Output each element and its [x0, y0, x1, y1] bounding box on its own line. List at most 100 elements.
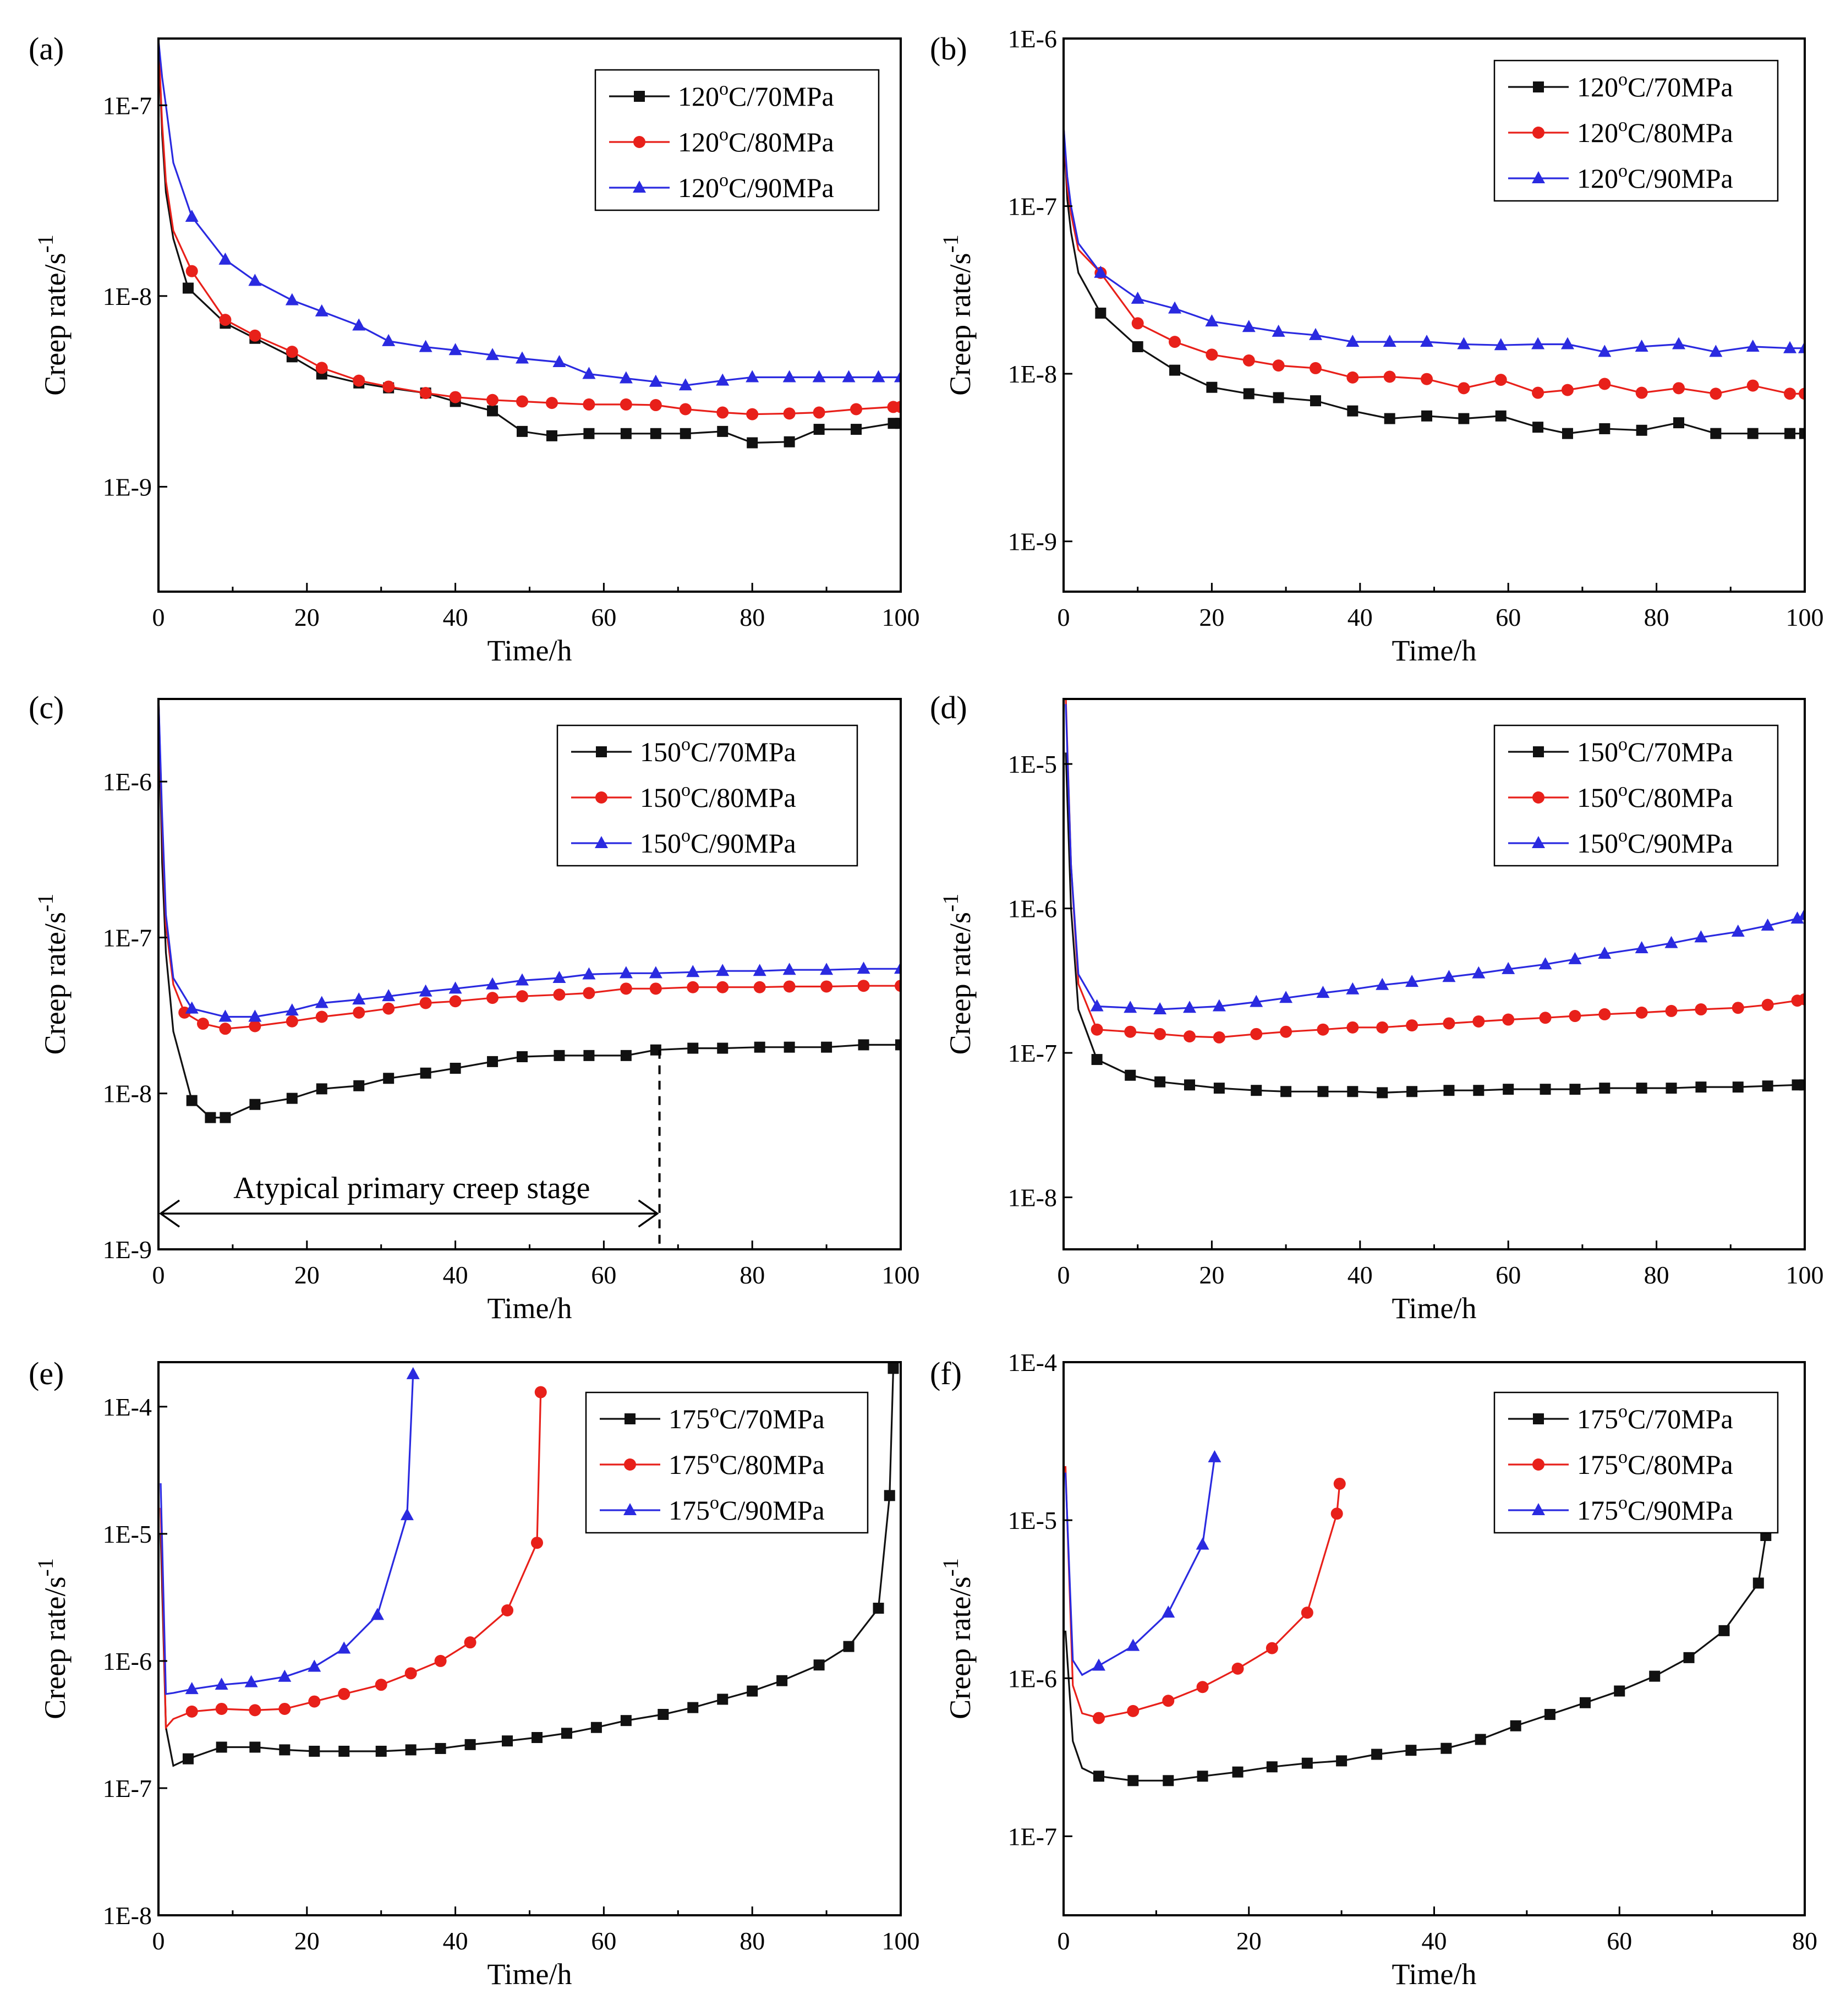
data-point [1153, 1002, 1167, 1015]
y-tick-label: 1E-7 [1008, 1039, 1057, 1067]
x-axis-label: Time/h [487, 634, 572, 667]
data-point [1280, 1086, 1292, 1097]
data-point [278, 1702, 291, 1715]
chart-panel-a: 0 20 40 60 80 100 1E-9 1E-8 1E-7 Time/h Creep rate… [29, 31, 920, 667]
x-tick-label: 80 [1644, 1261, 1669, 1289]
data-point [842, 370, 856, 383]
data-point [1665, 1004, 1678, 1017]
y-tick-label: 1E-4 [1008, 1348, 1057, 1376]
data-point [851, 424, 862, 435]
data-point [486, 394, 499, 406]
data-point [1532, 422, 1544, 433]
panel-label: (d) [930, 690, 967, 725]
data-point [1799, 993, 1805, 1006]
legend-entry: 175oC/90MPa [669, 1493, 825, 1526]
data-point [1494, 338, 1508, 351]
data-point [1475, 1734, 1486, 1745]
data-point [554, 1050, 565, 1061]
data-point [753, 964, 766, 976]
data-point [353, 1006, 365, 1019]
x-axis-label: Time/h [487, 1292, 572, 1325]
data-point [1761, 918, 1774, 931]
data-point [784, 436, 795, 447]
data-point [464, 1636, 476, 1649]
data-point [1250, 1028, 1263, 1040]
data-point [534, 1386, 547, 1398]
x-tick-label: 40 [1422, 1927, 1447, 1955]
data-point [783, 407, 796, 420]
data-point [248, 274, 262, 286]
data-point [434, 1654, 447, 1667]
data-point [1196, 1537, 1209, 1550]
data-point [1405, 1745, 1417, 1756]
data-point [1649, 1670, 1661, 1682]
y-tick-label: 1E-8 [103, 1902, 152, 1930]
data-point [1197, 1771, 1208, 1782]
legend-marker [1533, 746, 1544, 757]
legend-entry: 120oC/70MPa [1577, 69, 1733, 102]
data-point [783, 980, 796, 993]
data-point [687, 981, 699, 993]
data-point [746, 408, 759, 420]
data-point [649, 966, 662, 979]
data-point [1540, 1084, 1551, 1095]
series-line [160, 1392, 542, 1730]
data-point [315, 304, 328, 316]
data-point [1664, 936, 1678, 948]
x-tick-label: 60 [591, 603, 616, 631]
data-point [1798, 908, 1805, 920]
data-point [185, 1001, 199, 1014]
data-point [1279, 991, 1293, 1003]
data-point [279, 1744, 291, 1756]
data-point [590, 1722, 602, 1733]
legend-entry: 175oC/80MPa [1577, 1447, 1733, 1480]
data-point [530, 1537, 543, 1549]
data-point [278, 1669, 292, 1682]
data-point [502, 1735, 513, 1747]
data-point [813, 424, 825, 435]
data-point [1405, 975, 1419, 987]
legend-marker [634, 91, 645, 102]
data-point [419, 997, 432, 1009]
data-point [1205, 314, 1219, 327]
data-point [219, 314, 232, 326]
x-tick-label: 0 [152, 1261, 165, 1289]
y-tick-label: 1E-9 [103, 1236, 152, 1264]
data-point [857, 980, 870, 992]
data-point [516, 973, 529, 986]
data-point [400, 1508, 414, 1521]
data-point [1761, 998, 1774, 1011]
data-point [1710, 387, 1722, 400]
data-point [1709, 345, 1723, 357]
data-point [487, 1056, 499, 1067]
data-point [382, 1002, 395, 1015]
legend-marker [623, 1503, 637, 1515]
x-tick-label: 40 [443, 603, 468, 631]
x-tick-label: 80 [1792, 1927, 1817, 1955]
data-point [1458, 413, 1470, 424]
data-point [1383, 335, 1396, 347]
data-point [1124, 1001, 1137, 1013]
y-tick-label: 1E-6 [103, 768, 152, 796]
data-point [1783, 341, 1797, 353]
data-point [1420, 335, 1434, 347]
data-point [1598, 378, 1611, 390]
data-point [552, 970, 566, 983]
data-point [649, 982, 662, 995]
data-point [1732, 1002, 1744, 1014]
data-point [1347, 1086, 1359, 1097]
data-point [858, 1039, 869, 1051]
data-point [1732, 1081, 1744, 1093]
data-point [687, 1042, 699, 1054]
data-point [486, 348, 500, 360]
data-point [1090, 999, 1104, 1012]
data-point [1598, 345, 1612, 357]
data-point [249, 1020, 261, 1032]
legend-marker [1533, 81, 1544, 92]
data-point [1231, 1662, 1244, 1675]
data-point [895, 980, 901, 992]
data-point [487, 405, 499, 417]
data-point [315, 362, 328, 374]
data-point [1784, 387, 1796, 400]
data-point [1273, 392, 1284, 403]
